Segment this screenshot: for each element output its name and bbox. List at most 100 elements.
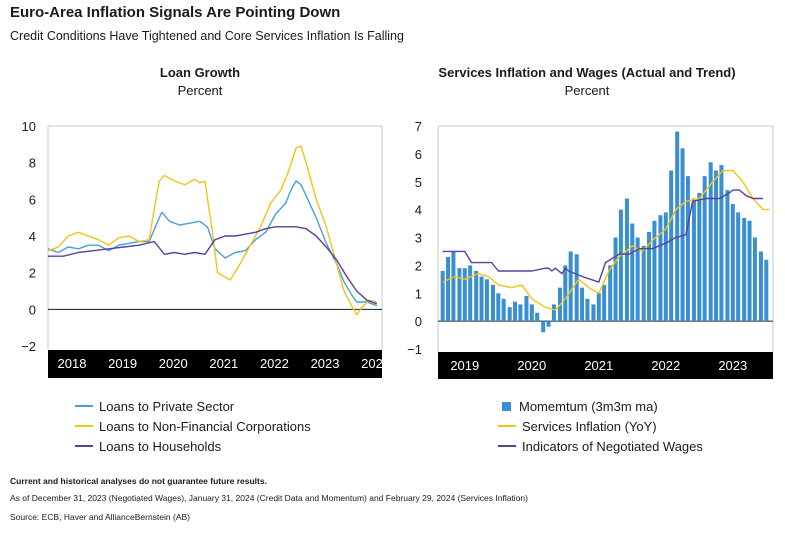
series-line-2 (48, 226, 378, 305)
y-tick-label: 4 (415, 203, 422, 218)
x-tick-label: 2019 (450, 358, 479, 373)
legend-item-private-sector: Loans to Private Sector (75, 396, 311, 416)
x-tick-label: 2021 (209, 356, 238, 371)
momentum-bar (585, 298, 590, 322)
right-legend: Momemtum (3m3m ma) Services Inflation (Y… (498, 396, 703, 456)
momentum-bar (691, 198, 696, 322)
x-axis-band (48, 350, 382, 378)
right-chart-title: Services Inflation and Wages (Actual and… (438, 65, 736, 80)
momentum-bar (546, 321, 551, 327)
momentum-bar (496, 293, 501, 322)
momentum-bar (468, 265, 473, 322)
y-tick-label: 3 (415, 231, 422, 246)
left-chart-unit: Percent (177, 83, 223, 98)
legend-item-momentum: Momemtum (3m3m ma) (498, 396, 703, 416)
momentum-bar (675, 131, 680, 322)
legend-swatch-non-financial (75, 425, 93, 427)
momentum-bar (451, 251, 456, 322)
x-tick-label: 2018 (58, 356, 87, 371)
y-tick-label: 0 (415, 314, 422, 329)
y-tick-label: 0 (29, 302, 36, 317)
x-tick-label: 2023 (718, 358, 747, 373)
legend-label-private-sector: Loans to Private Sector (99, 398, 235, 414)
momentum-bar (752, 237, 757, 322)
momentum-bar (758, 251, 763, 322)
momentum-bar (630, 223, 635, 322)
y-tick-label: 6 (29, 192, 36, 207)
momentum-bar (719, 165, 724, 322)
momentum-bar (764, 259, 769, 322)
momentum-bar (457, 268, 462, 322)
momentum-bar (613, 237, 618, 322)
legend-swatch-negotiated-wages (498, 445, 516, 447)
momentum-bar (680, 148, 685, 322)
page-subtitle: Credit Conditions Have Tightened and Cor… (10, 29, 404, 43)
right-chart-unit: Percent (564, 83, 610, 98)
y-tick-label: 6 (415, 147, 422, 162)
y-tick-label: −2 (21, 339, 36, 354)
loan-growth-chart: 10 8 6 4 2 0 −2 2018 2019 2020 2021 2022 2023 2024 (21, 119, 390, 378)
momentum-bar (714, 170, 719, 322)
legend-item-negotiated-wages: Indicators of Negotiated Wages (498, 436, 703, 456)
disclaimer: Current and historical analyses do not g… (10, 476, 267, 486)
momentum-bar (568, 251, 573, 322)
momentum-bar (697, 192, 702, 322)
legend-label-momentum: Momemtum (3m3m ma) (519, 398, 658, 414)
page-title: Euro-Area Inflation Signals Are Pointing… (10, 4, 341, 21)
momentum-bar (608, 265, 613, 322)
momentum-bar (730, 204, 735, 322)
momentum-bar (518, 304, 523, 322)
momentum-bar (635, 237, 640, 322)
y-tick-label: 8 (29, 156, 36, 171)
momentum-bar (602, 284, 607, 322)
momentum-bar (440, 270, 445, 322)
momentum-bar (580, 287, 585, 322)
momentum-bar (669, 170, 674, 322)
left-legend: Loans to Private Sector Loans to Non-Fin… (75, 396, 311, 456)
legend-swatch-momentum (502, 401, 511, 411)
momentum-bar (446, 257, 451, 322)
momentum-bar (742, 217, 747, 322)
momentum-bar (618, 209, 623, 322)
x-tick-label: 2020 (159, 356, 188, 371)
momentum-bar (507, 307, 512, 322)
momentum-bar (685, 176, 690, 322)
legend-label-non-financial: Loans to Non-Financial Corporations (99, 418, 311, 434)
legend-item-households: Loans to Households (75, 436, 311, 456)
legend-swatch-services-inflation (498, 425, 516, 427)
legend-swatch-private-sector (75, 405, 93, 407)
x-tick-label: 2023 (311, 356, 340, 371)
as-of-note: As of December 31, 2023 (Negotiated Wage… (10, 493, 528, 503)
momentum-bar (529, 304, 534, 322)
legend-label-services-inflation: Services Inflation (YoY) (522, 418, 657, 434)
momentum-bar (658, 215, 663, 322)
momentum-bar (541, 321, 546, 333)
legend-item-services-inflation: Services Inflation (YoY) (498, 416, 703, 436)
momentum-bar (462, 268, 467, 322)
y-tick-label: 10 (22, 119, 36, 134)
momentum-bar (641, 245, 646, 322)
y-tick-label: 2 (29, 266, 36, 281)
legend-item-non-financial: Loans to Non-Financial Corporations (75, 416, 311, 436)
momentum-bar (647, 231, 652, 322)
x-tick-label: 2024 (361, 356, 390, 371)
series-line-1 (442, 189, 763, 283)
legend-label-negotiated-wages: Indicators of Negotiated Wages (522, 438, 703, 454)
x-tick-label: 2020 (517, 358, 546, 373)
momentum-bar (591, 304, 596, 322)
x-tick-label: 2019 (108, 356, 137, 371)
momentum-bar (596, 293, 601, 322)
momentum-bar (702, 176, 707, 322)
series-line-1 (47, 145, 378, 316)
momentum-bar (501, 298, 506, 322)
momentum-bar (479, 276, 484, 322)
momentum-bar (747, 220, 752, 322)
y-tick-label: 1 (415, 286, 422, 301)
momentum-bar (513, 301, 518, 322)
series-line-0 (442, 169, 770, 311)
x-tick-label: 2022 (651, 358, 680, 373)
momentum-bar (652, 220, 657, 322)
momentum-bar (524, 296, 529, 322)
momentum-bar (535, 312, 540, 322)
x-tick-label: 2021 (584, 358, 613, 373)
